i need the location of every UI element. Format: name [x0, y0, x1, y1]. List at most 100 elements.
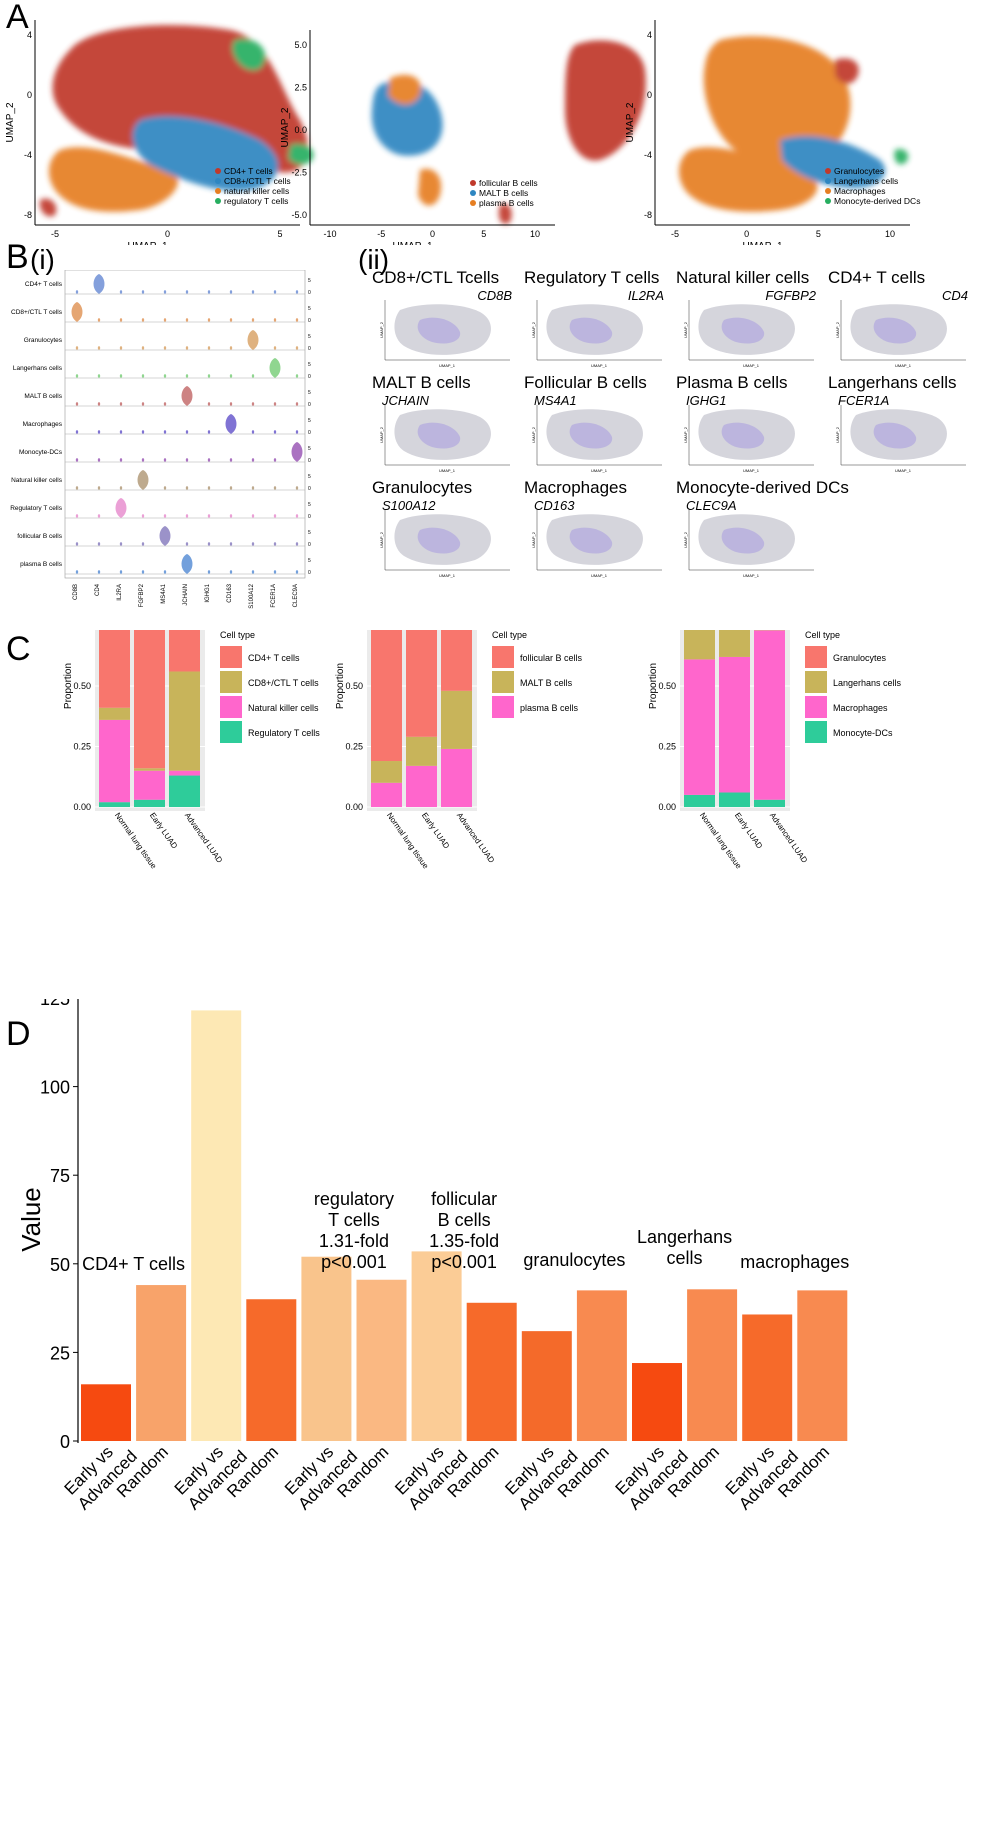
umap-legend-swatch: [215, 178, 221, 184]
violin-shape: [141, 374, 145, 378]
similarity-group-label: 1.31-fold: [319, 1231, 389, 1251]
proportion-bar-segment: [371, 761, 402, 783]
feature-plot-title: Follicular B cells: [524, 373, 647, 392]
feature-plot-expression: [569, 527, 613, 554]
violin-shape: [119, 570, 123, 574]
feature-plot-xlabel: UMAP_1: [591, 573, 608, 578]
proportion-bar-segment: [441, 690, 472, 749]
violin-shape: [229, 374, 233, 378]
feature-plot-ylabel: UMAP_2: [836, 321, 840, 338]
umap-ylabel: UMAP_2: [625, 102, 636, 142]
violin-shape: [291, 442, 303, 462]
feature-plot-umap: UMAP_1 UMAP_2: [380, 405, 510, 473]
violin-shape: [207, 290, 211, 294]
violin-shape: [119, 346, 123, 350]
feature-plot: Granulocytes S100A12 UMAP_1 UMAP_2: [372, 478, 524, 583]
proportion-y-tick: 0.25: [345, 742, 363, 752]
similarity-ylabel: Value: [16, 1187, 46, 1252]
violin-shape: [75, 346, 79, 350]
similarity-bar: [576, 1290, 627, 1441]
violin-scale-tick: 0: [308, 514, 311, 520]
proportion-bar-segment: [99, 719, 130, 803]
similarity-y-tick: 100: [40, 1078, 70, 1098]
feature-plot-gene: S100A12: [382, 498, 436, 513]
umap-y-tick: -4: [24, 150, 32, 160]
proportion-bar-segment: [719, 656, 750, 793]
proportion-legend-swatch: [805, 696, 827, 718]
feature-plot-ylabel: UMAP_2: [380, 531, 384, 548]
feature-plot-xlabel: UMAP_1: [743, 468, 760, 473]
similarity-group-label: Langerhans: [637, 1227, 732, 1247]
umap-x-tick: -5: [671, 229, 679, 239]
violin-shape: [225, 414, 237, 434]
similarity-group-label: follicular: [431, 1189, 497, 1209]
violin-scale-tick: 5: [308, 558, 311, 564]
similarity-y-tick: 0: [60, 1432, 70, 1452]
violin-row-label: follicular B cells: [17, 533, 63, 540]
umap-y-tick: -2.5: [291, 168, 307, 178]
violin-gene-label: CLEC9A: [293, 584, 299, 607]
feature-plot-ylabel: UMAP_2: [684, 321, 688, 338]
feature-plot-title: CD4+ T cells: [828, 268, 926, 287]
umap-2: [371, 40, 646, 225]
panel-label-c: C: [6, 630, 31, 668]
feature-plot-title: MALT B cells: [372, 373, 471, 392]
violin-shape: [163, 514, 167, 518]
violin-shape: [119, 430, 123, 434]
feature-plot-expression: [417, 527, 461, 554]
umap-xlabel: UMAP_1: [392, 241, 432, 245]
violin-shape: [251, 374, 255, 378]
umap-legend-label: MALT B cells: [479, 188, 528, 198]
violin-scale-tick: 0: [308, 486, 311, 492]
violin-shape: [119, 402, 123, 406]
proportion-x-tick: Advanced LUAD: [455, 811, 496, 865]
feature-plot-umap: UMAP_1 UMAP_2: [836, 300, 966, 368]
proportion-bar-segment: [719, 792, 750, 807]
similarity-y-tick: 125: [40, 999, 70, 1009]
violin-shape: [229, 290, 233, 294]
umap-legend-swatch: [825, 188, 831, 194]
violin-shape: [97, 402, 101, 406]
feature-plot-expression: [569, 317, 613, 344]
feature-plot: Macrophages CD163 UMAP_1 UMAP_2: [524, 478, 676, 583]
proportion-x-tick: Advanced LUAD: [768, 811, 809, 865]
violin-shape: [75, 542, 79, 546]
umap-x-tick: -5: [51, 229, 59, 239]
violin-scale-tick: 5: [308, 334, 311, 340]
feature-plot-umap: UMAP_1 UMAP_2: [532, 405, 662, 473]
feature-plot-title: Plasma B cells: [676, 373, 788, 392]
violin-shape: [251, 542, 255, 546]
violin-shape: [251, 430, 255, 434]
violin-shape: [207, 486, 211, 490]
violin-plot: CD4+ T cells 5 0 CD8+/CTL T cells 5 0 Granuloc…: [10, 270, 311, 609]
proportion-bar-segment: [99, 707, 130, 720]
feature-plot-gene: CD163: [534, 498, 575, 513]
feature-plot-title: Granulocytes: [372, 478, 473, 497]
umap-legend-label: Macrophages: [834, 186, 886, 196]
proportion-y-tick: 0.00: [658, 802, 676, 812]
violin-shape: [273, 430, 277, 434]
proportion-ylabel: Proportion: [63, 663, 74, 709]
feature-plot: CD8+/CTL Tcells CD8B UMAP_1 UMAP_2: [372, 268, 524, 373]
feature-plot-title: Macrophages: [524, 478, 628, 497]
similarity-group-label: T cells: [328, 1210, 380, 1230]
proportion-legend-label: MALT B cells: [520, 678, 573, 688]
feature-plots: CD8+/CTL Tcells CD8B UMAP_1 UMAP_2 Regulator…: [372, 268, 1000, 610]
proportion-legend-label: Monocyte-DCs: [833, 728, 893, 738]
violin-shape: [273, 402, 277, 406]
umap-y-tick: 0.0: [294, 125, 307, 135]
violin-shape: [273, 346, 277, 350]
violin-shape: [251, 514, 255, 518]
proportion-legend-swatch: [220, 671, 242, 693]
violin-shape: [97, 430, 101, 434]
violin-shape: [251, 486, 255, 490]
similarity-bar: [246, 1299, 297, 1441]
violin-row-label: MALT B cells: [24, 393, 62, 400]
proportion-ylabel: Proportion: [335, 663, 346, 709]
violin-frame: [64, 270, 306, 579]
proportion-legend-title: Cell type: [805, 630, 840, 640]
proportion-legend-swatch: [220, 646, 242, 668]
umap-x-tick: -5: [377, 229, 385, 239]
proportion-legend-label: CD8+/CTL T cells: [248, 678, 319, 688]
violin-scale-tick: 5: [308, 502, 311, 508]
